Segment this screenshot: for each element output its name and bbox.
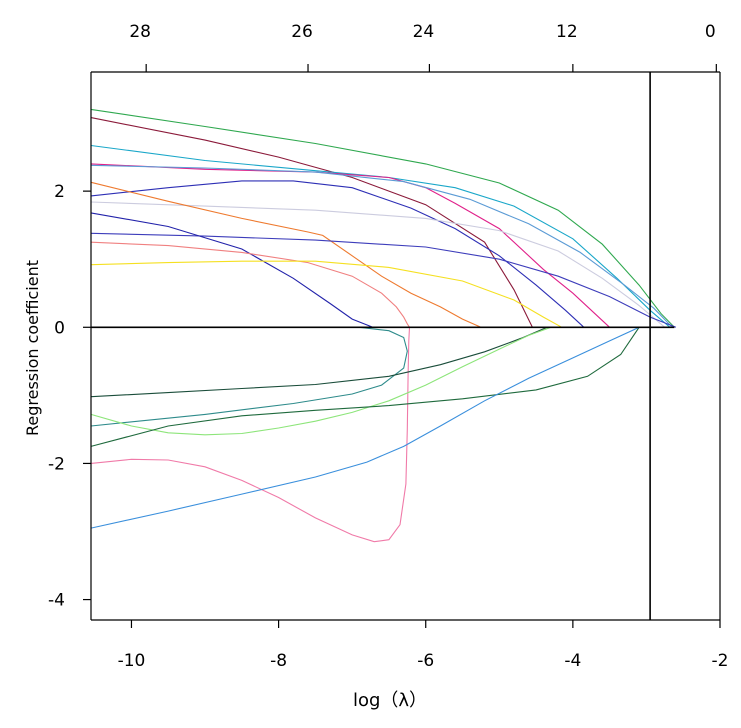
series-line-12 [90,260,563,328]
series-line-18 [90,326,640,529]
series-line-8 [90,181,482,328]
series-line-6 [90,180,585,328]
x-tick-label-1: -10 [118,651,146,671]
series-line-17 [90,326,640,447]
series-line-2 [90,117,533,328]
series-line-15 [90,326,548,398]
series-layer [90,108,677,543]
y-tick-label-3: 0 [54,318,65,338]
x-tick-label-4: -4 [564,651,581,671]
series-line-5 [90,164,673,328]
y-tick-label-2: -2 [48,454,65,474]
y-tick-label-1: -4 [48,591,65,611]
x-tick-label-3: -6 [417,651,434,671]
series-line-13 [90,326,408,427]
series-line-14 [90,327,411,543]
series-line-4 [90,163,610,328]
top-tick-label-1: 28 [129,22,151,42]
top-tick-label-2: 26 [291,22,313,42]
y-axis-label: Regression coefficient [23,260,42,436]
x-tick-label-5: -2 [712,651,729,671]
series-line-10 [90,212,374,328]
top-tick-label-4: 12 [556,22,578,42]
series-line-16 [90,326,551,436]
x-tick-label-2: -8 [270,651,287,671]
top-tick-label-5: 0 [705,22,716,42]
series-line-7 [90,201,666,328]
series-line-9 [90,232,677,328]
series-line-11 [90,241,410,328]
top-tick-label-3: 24 [413,22,435,42]
y-tick-label-4: 2 [54,182,65,202]
axes-layer: -10 -8 -6 -4 -2 -4 -2 0 2 28 26 24 12 0 [48,22,728,671]
series-line-3 [90,144,671,328]
x-axis-label: log（λ） [353,690,427,711]
